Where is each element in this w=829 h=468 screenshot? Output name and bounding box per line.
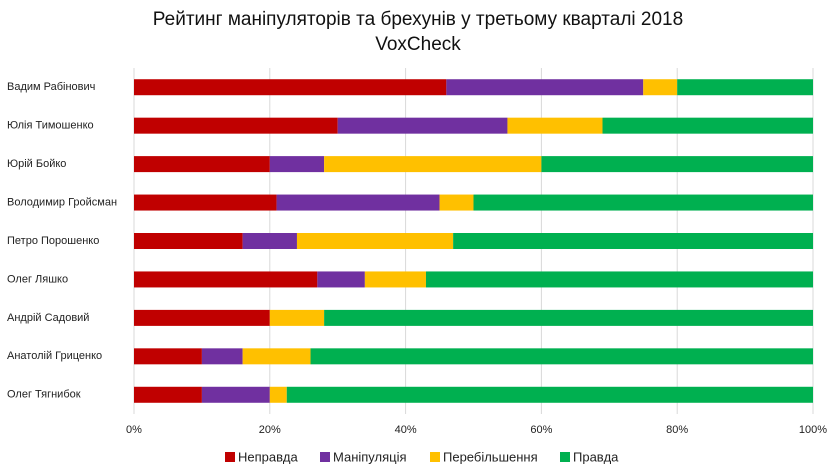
- y-tick-label: Юлія Тимошенко: [7, 120, 94, 132]
- y-tick-label: Петро Порошенко: [7, 235, 99, 247]
- legend-text: Неправда: [238, 449, 298, 464]
- bar-segment: [677, 79, 813, 96]
- bar-segment: [643, 79, 678, 96]
- bar-segment: [134, 271, 318, 288]
- y-tick-label: Олег Тягнибок: [7, 389, 81, 401]
- y-tick-label: Вадим Рабінович: [7, 81, 95, 93]
- bar-segment: [364, 271, 426, 288]
- legend-text: Правда: [573, 449, 619, 464]
- bar-segment: [269, 156, 325, 173]
- legend-text: Перебільшення: [443, 449, 538, 464]
- x-tick-label: 40%: [395, 424, 417, 436]
- bar-segment: [269, 309, 325, 326]
- bar-segment: [439, 194, 474, 211]
- bar-segment: [201, 348, 243, 365]
- y-tick-label: Андрій Садовий: [7, 312, 89, 324]
- legend-marker: [430, 452, 440, 462]
- y-tick-label: Володимир Гройсман: [7, 196, 117, 208]
- bar-segment: [134, 309, 270, 326]
- bar-segment: [201, 386, 270, 403]
- bar-segment: [446, 79, 644, 96]
- bar-segment: [507, 117, 603, 134]
- y-tick-label: Юрій Бойко: [7, 158, 66, 170]
- x-tick-label: 60%: [530, 424, 552, 436]
- bar-segment: [453, 233, 813, 249]
- bar-segment: [134, 233, 243, 249]
- y-tick-label: Олег Ляшко: [7, 273, 68, 285]
- bar-segment: [310, 348, 813, 365]
- x-tick-label: 0%: [126, 424, 142, 436]
- x-tick-label: 80%: [666, 424, 688, 436]
- chart-title: Рейтинг маніпуляторів та брехунів у трет…: [153, 9, 683, 30]
- bar-segment: [242, 348, 311, 365]
- bar-segment: [134, 386, 202, 403]
- bar-segment: [286, 386, 813, 403]
- legend-marker: [560, 452, 570, 462]
- bar-segment: [134, 194, 277, 211]
- bar-segment: [602, 117, 813, 134]
- chart-subtitle: VoxCheck: [375, 34, 461, 55]
- x-tick-label: 100%: [799, 424, 827, 436]
- bar-segment: [324, 309, 813, 326]
- bar-segment: [296, 233, 454, 249]
- bar-segment: [134, 348, 202, 365]
- legend-text: Маніпуляція: [333, 449, 407, 464]
- bar-segment: [134, 79, 447, 96]
- bar-segment: [242, 233, 297, 249]
- bar-segment: [134, 117, 338, 134]
- bar-segment: [473, 194, 813, 211]
- bar-segment: [134, 156, 270, 173]
- x-tick-label: 20%: [259, 424, 281, 436]
- legend-marker: [225, 452, 235, 462]
- bar-segment: [317, 271, 365, 288]
- bar-segment: [337, 117, 508, 134]
- y-tick-label: Анатолій Гриценко: [7, 350, 102, 362]
- bar-segment: [324, 156, 542, 173]
- bar-segment: [425, 271, 813, 288]
- bar-segment: [269, 386, 287, 403]
- bar-segment: [276, 194, 440, 211]
- legend-marker: [320, 452, 330, 462]
- bar-segment: [541, 156, 813, 173]
